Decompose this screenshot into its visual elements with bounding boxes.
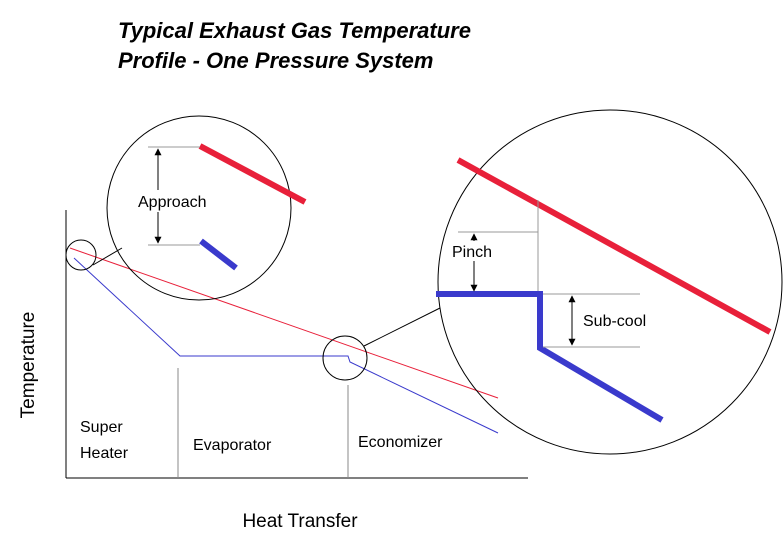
callout-label: Approach: [138, 194, 207, 211]
title: Typical Exhaust Gas Temperature: [118, 18, 471, 43]
water-zoom: [199, 238, 238, 271]
section-label: Evaporator: [193, 437, 272, 454]
gas-zoom: [198, 143, 307, 205]
title: Profile - One Pressure System: [118, 48, 433, 73]
section-label: Super: [80, 419, 123, 436]
section-label: Economizer: [358, 434, 443, 451]
x-axis-label: Heat Transfer: [242, 511, 358, 532]
gas-zoom: [456, 157, 772, 335]
callout-label: Sub-cool: [583, 313, 646, 330]
dividers: [177, 368, 349, 478]
callout-label: Pinch: [452, 244, 492, 261]
zoom-approach: [65, 115, 292, 301]
y-axis-label: Temperature: [18, 312, 39, 419]
water-line: [73, 257, 499, 434]
section-label: Heater: [80, 445, 129, 462]
water-zoom: [436, 291, 664, 423]
zoom-pinch: [322, 109, 783, 455]
gas-line: [69, 247, 499, 399]
